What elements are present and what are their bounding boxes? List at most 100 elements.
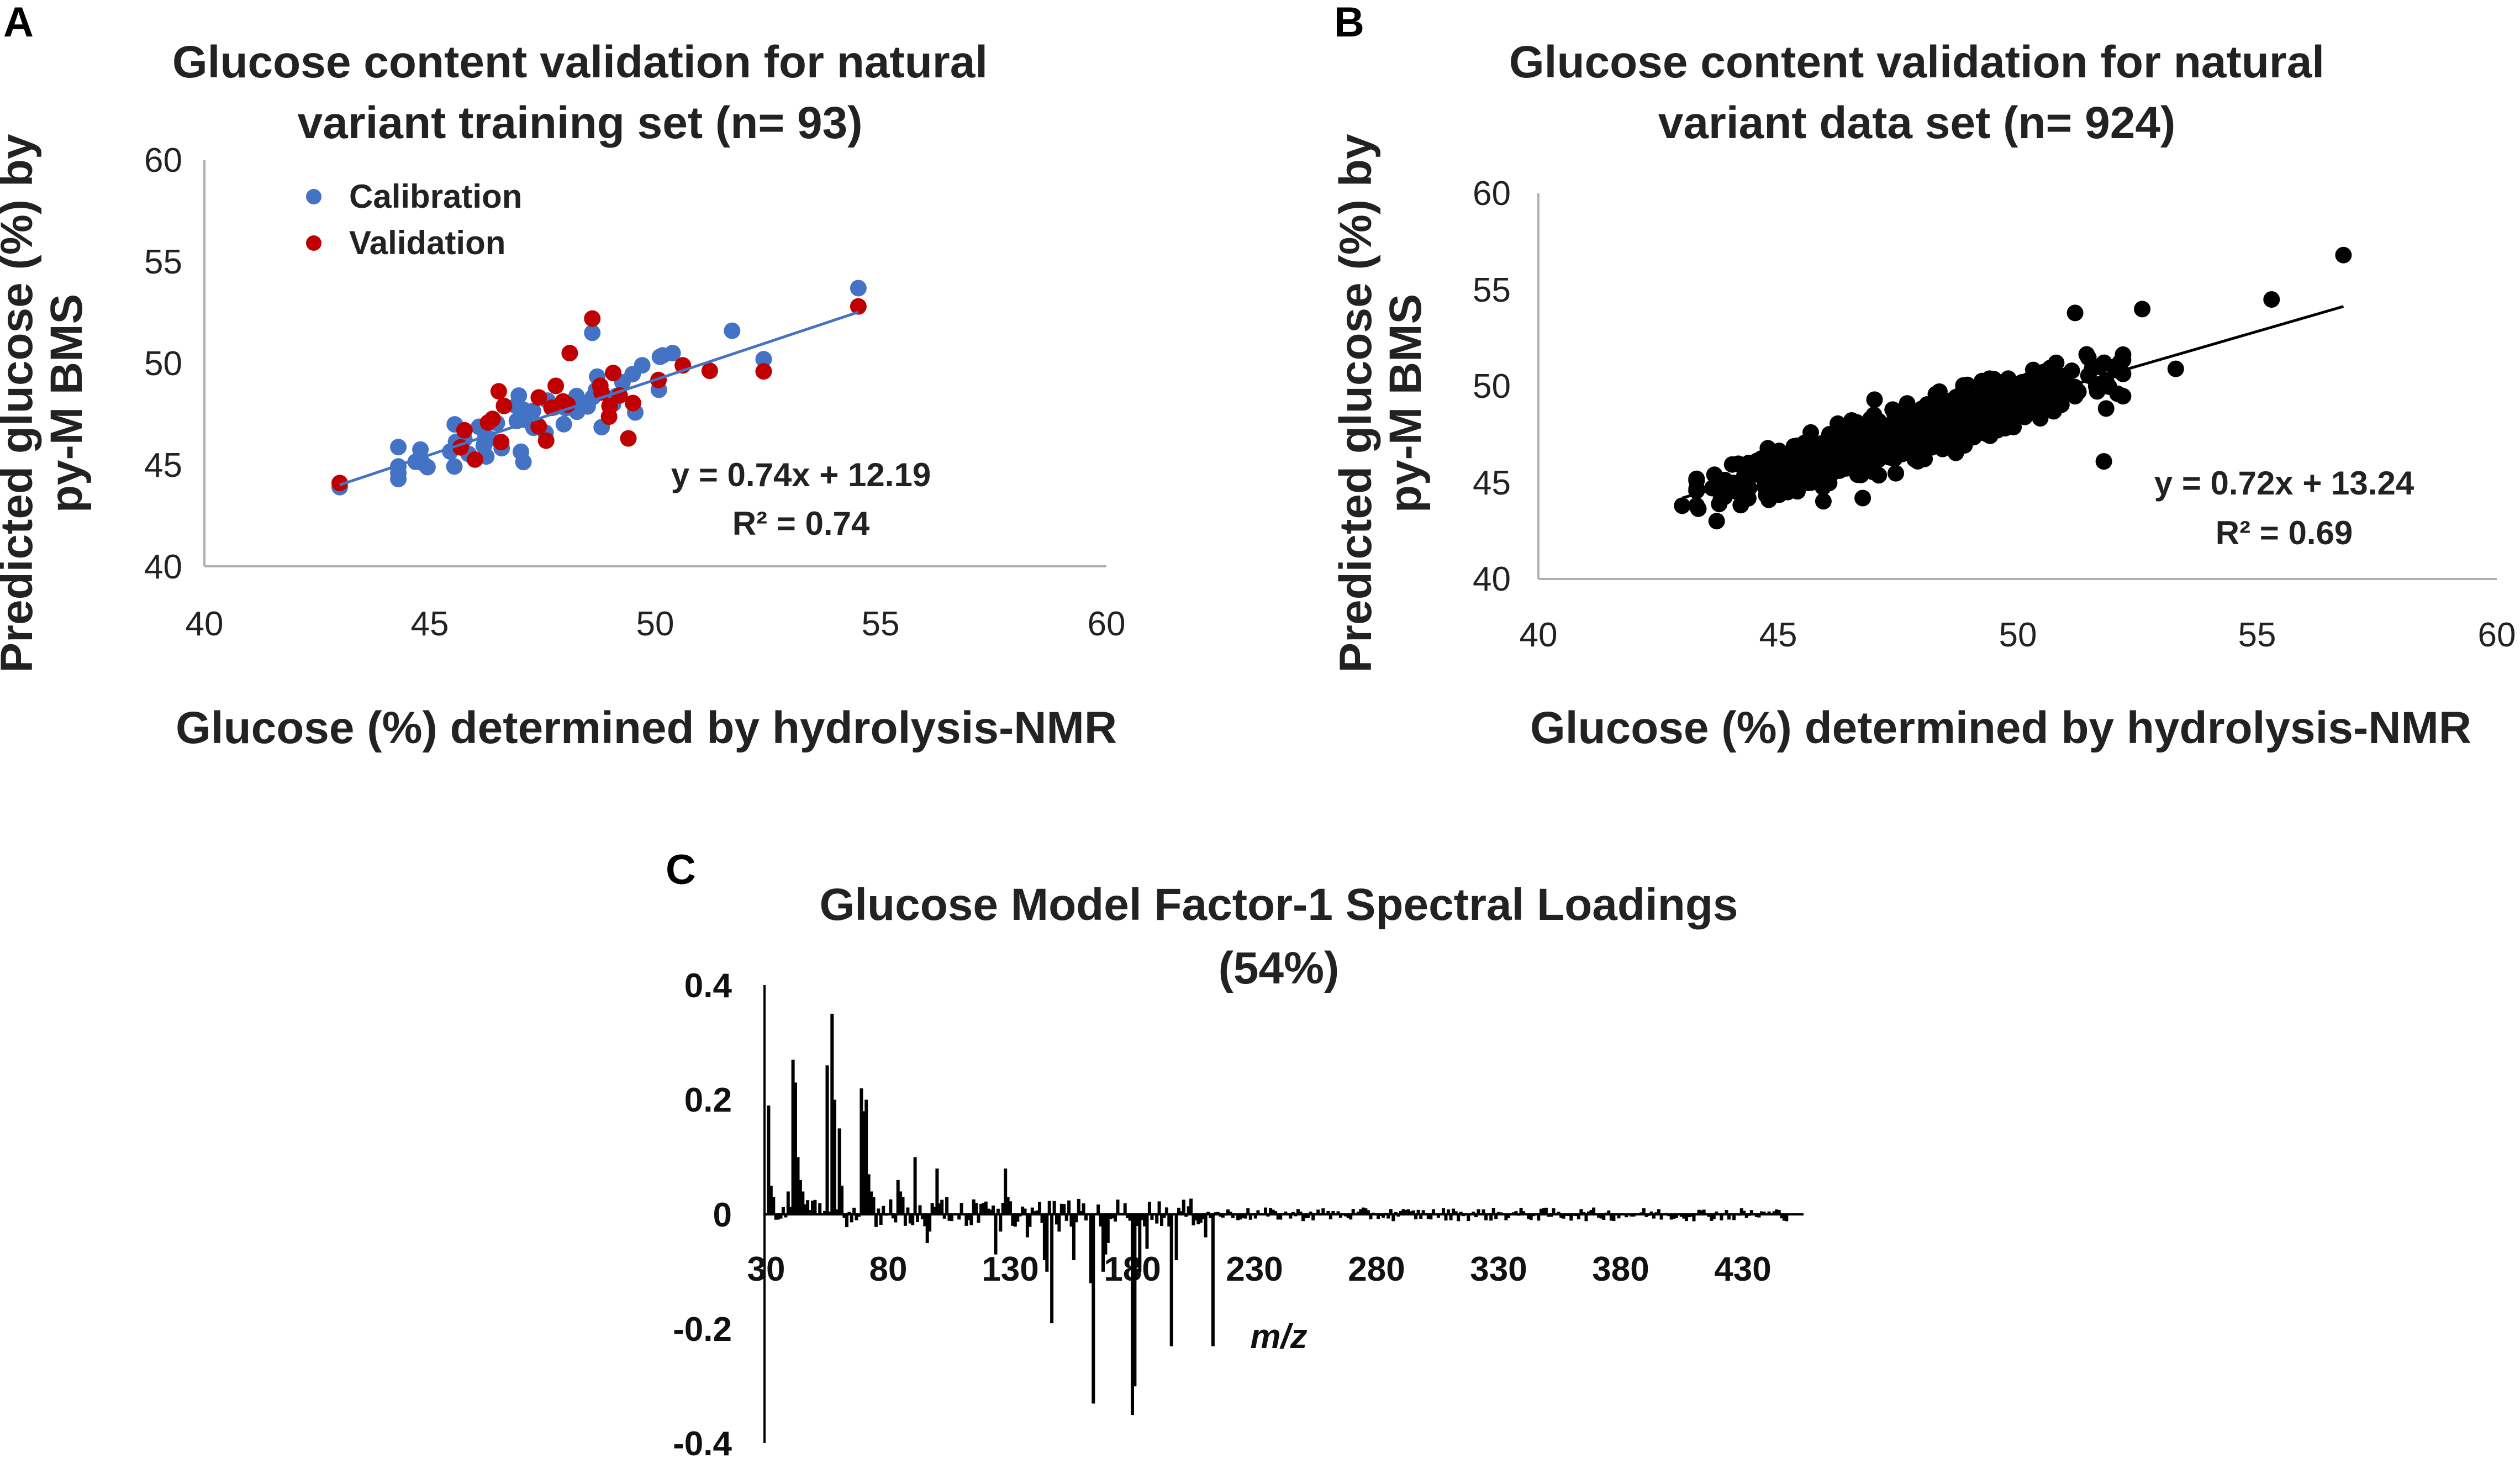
loading-bar [1482,1209,1485,1214]
loading-bar [1692,1214,1696,1222]
loading-bar [947,1214,951,1221]
panel-c-xtick: 230 [1226,1250,1283,1288]
loading-bar [1589,1210,1593,1214]
loading-bar [1182,1199,1185,1214]
panel-a-letter: A [3,0,34,46]
loading-bar [1162,1214,1166,1218]
loading-bar [1770,1214,1774,1215]
loading-bar [1336,1211,1340,1214]
loading-bar [1309,1211,1312,1214]
validation-point [495,397,513,414]
loading-bar [1609,1214,1613,1221]
loading-bar [1457,1214,1461,1222]
loading-bar [1269,1208,1273,1214]
loading-bar [794,1082,797,1214]
loading-bar [1474,1214,1478,1218]
loading-bar [813,1199,817,1214]
loading-bar [877,1208,881,1214]
loading-bar [1577,1214,1580,1219]
calibration-point [419,459,436,476]
loading-bar [777,1214,781,1220]
loading-bar [1647,1214,1651,1216]
loading-bar [1366,1210,1370,1214]
panel-a-ylabel-line-1: Predicted glucose (%) by [0,134,42,673]
loading-bar [1291,1212,1295,1214]
panel-c-xtick: 430 [1714,1250,1771,1288]
loading-bar [1111,1214,1115,1219]
loading-bar [1062,1204,1066,1214]
validation-point [592,377,609,394]
panel-a-ylabel-line-2: py-M BMS [41,294,92,513]
data-point [1901,417,1918,434]
loading-bar [1504,1214,1508,1220]
loading-bar [1177,1207,1180,1214]
panel-b-r2: R² = 0.69 [2216,514,2353,551]
loading-bar [1599,1214,1603,1219]
data-point [1947,444,1964,461]
loading-bar [1253,1214,1257,1219]
loading-bar [1391,1214,1395,1222]
loading-bar [933,1207,936,1214]
panel-c-ytick: 0 [713,1196,732,1234]
loading-bar [1421,1210,1425,1214]
panel-b-ytick: 60 [1473,175,1511,213]
loading-bar [842,1214,846,1218]
loading-bar [1248,1214,1252,1220]
loading-bar [1067,1200,1071,1214]
validation-point [850,298,867,315]
data-point [1913,400,1931,417]
loading-bar [1199,1214,1203,1223]
loading-bar [796,1157,800,1215]
data-point [1723,456,1741,473]
loading-bar [798,1180,802,1215]
loading-bar [1121,1213,1125,1214]
loading-bar [977,1214,980,1223]
loading-bar [962,1213,966,1215]
loading-bar [1128,1214,1132,1221]
loading-bar [1532,1214,1536,1217]
loading-bar [1780,1214,1784,1219]
data-point [2095,453,2112,470]
loading-bar [908,1214,912,1224]
loading-bar [1434,1214,1438,1215]
loading-bar [1233,1214,1237,1215]
validation-point [530,389,547,406]
loading-bar [1052,1201,1056,1214]
loading-bar [918,1205,922,1214]
loading-bar [903,1214,907,1226]
loading-bar [1264,1207,1267,1214]
loading-bar [1382,1214,1385,1218]
loading-bar [1274,1211,1278,1214]
panel-b-title-line-1: Glucose content validation for natural [1509,37,2324,87]
loading-bar [1116,1199,1120,1214]
loading-bar [1765,1214,1768,1215]
loading-bar [1189,1198,1193,1214]
loading-bar [1637,1214,1641,1215]
loading-bar [1582,1212,1585,1214]
loading-bar [1544,1207,1548,1214]
loading-bar [784,1214,788,1218]
panel-a-trendline [339,311,859,487]
loading-bar [1717,1214,1721,1215]
loading-bar [1001,1203,1005,1214]
validation-point [456,422,473,439]
loading-bar [1294,1214,1298,1217]
panel-a: A Glucose content validation for natural… [0,0,1125,753]
loading-bar [818,1203,822,1214]
panel-a-ytick: 60 [144,141,182,180]
loading-bar [823,1211,827,1214]
panel-c-ytick: -0.2 [673,1311,732,1349]
data-point [2167,360,2184,377]
loading-bar [1574,1214,1578,1217]
loading-bar [1747,1214,1751,1216]
calibration-point [724,322,741,339]
loading-bar [1399,1211,1403,1214]
loading-bar [1369,1214,1373,1219]
loading-bar [1389,1209,1393,1214]
data-point [1690,500,1707,517]
data-point [2078,346,2095,363]
loading-bar [1459,1212,1463,1214]
loading-bar [896,1180,900,1215]
calibration-point [755,351,772,368]
data-point [1708,513,1725,530]
